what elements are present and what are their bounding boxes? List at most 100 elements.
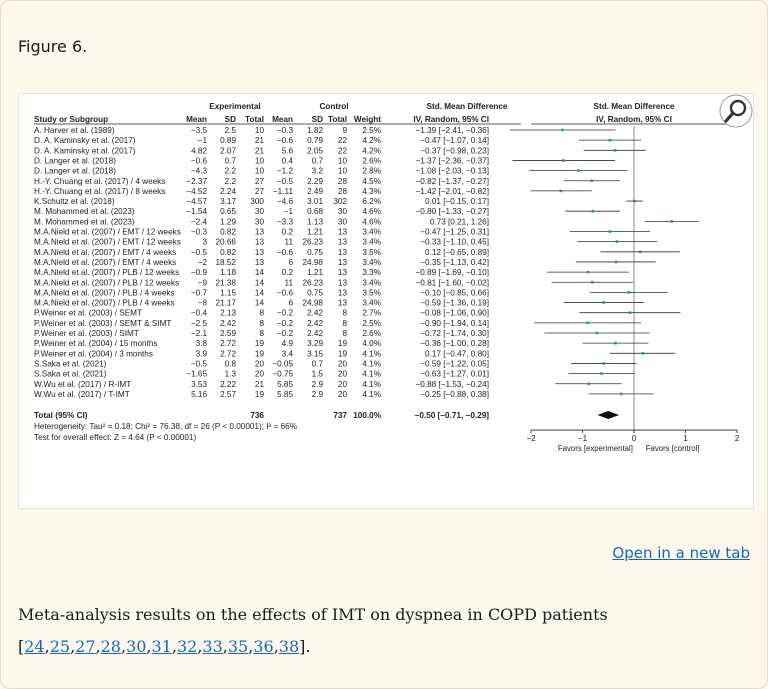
ctl-total: 9 (342, 126, 347, 135)
point-estimate (602, 362, 605, 365)
col-exp-total: Total (245, 115, 264, 124)
exp-total: 19 (255, 339, 265, 348)
exp-mean: −3.5 (191, 126, 208, 135)
point-estimate (577, 169, 580, 172)
point-estimate (641, 352, 645, 355)
ctl-mean: 0.2 (282, 228, 294, 237)
ctl-mean: −0.2 (277, 309, 294, 318)
exp-mean: −1.54 (186, 207, 207, 216)
ci-text: −0.25 [−0.88, 0.38] (420, 390, 489, 399)
ctl-mean: 5.85 (277, 390, 293, 399)
study-label: K.Schultz et al. (2018) (34, 197, 115, 206)
ctl-sd: 26.23 (303, 278, 324, 287)
exp-total: 27 (255, 187, 265, 196)
ctl-total: 30 (338, 207, 348, 216)
exp-sd: 2.5 (225, 126, 237, 135)
open-in-new-tab-link[interactable]: Open in a new tab (612, 544, 750, 562)
ci-text: −0.81 [−1.60, −0.02] (415, 278, 489, 287)
point-estimate (633, 199, 636, 203)
ctl-sd: 1.21 (307, 268, 323, 277)
ctl-sd: 0.79 (307, 136, 323, 145)
reference-link[interactable]: 35 (227, 637, 249, 656)
ctl-sd: 1.82 (307, 126, 323, 135)
weight: 3.4% (362, 299, 381, 308)
weight: 4.1% (362, 390, 381, 399)
point-estimate (587, 382, 590, 386)
total-ctl: 737 (333, 411, 347, 420)
x-tick-label: 1 (683, 434, 688, 443)
ctl-total: 28 (338, 177, 348, 186)
point-estimate (638, 250, 642, 254)
ctl-mean: −0.6 (277, 248, 294, 257)
point-estimate (614, 260, 618, 264)
weight: 4.1% (362, 349, 381, 358)
weight: 2.7% (362, 309, 381, 318)
exp-sd: 2.2 (225, 167, 237, 176)
reference-link[interactable]: 30 (126, 637, 147, 656)
study-label: H.-Y. Chuang et al. (2017) / 4 weeks (34, 177, 165, 186)
study-label: P.Weiner et al. (2003) / SEMT & SIMT (34, 319, 171, 328)
header-control: Control (319, 102, 348, 111)
exp-sd: 0.8 (225, 359, 237, 368)
study-label: S.Saka et al. (2021) (34, 370, 107, 379)
ci-text: −1.08 [−2.03, −0.13] (415, 167, 489, 176)
reference-link[interactable]: 32 (176, 637, 198, 656)
reference-link[interactable]: 36 (253, 637, 274, 656)
ctl-total: 13 (338, 268, 348, 277)
ci-text: 0.73 [0.21, 1.26] (430, 217, 489, 226)
reference-link[interactable]: 33 (202, 637, 223, 656)
exp-mean: −2.1 (191, 329, 208, 338)
point-estimate (608, 138, 612, 142)
exp-total: 21 (255, 136, 265, 145)
ctl-mean: −4.6 (277, 197, 294, 206)
exp-total: 8 (259, 309, 264, 318)
ctl-sd: 3.2 (312, 167, 324, 176)
study-label: P.Weiner et al. (2004) / 3 months (34, 349, 153, 358)
exp-sd: 1.3 (225, 370, 237, 379)
ctl-sd: 2.9 (312, 390, 324, 399)
point-estimate (586, 321, 589, 325)
ctl-mean: −0.5 (277, 177, 294, 186)
reference-link[interactable]: 25 (49, 637, 71, 656)
point-estimate (586, 270, 590, 274)
ctl-sd: 0.75 (307, 288, 323, 297)
exp-mean: −0.5 (191, 248, 208, 257)
reference-link[interactable]: 27 (75, 637, 96, 656)
forest-plot-figure: Experimental Control Std. Mean Difference S… (18, 93, 754, 509)
exp-total: 13 (255, 248, 265, 257)
ctl-total: 13 (338, 278, 348, 287)
exp-sd: 18.52 (216, 258, 237, 267)
weight: 4.2% (362, 146, 381, 155)
exp-mean: 4.82 (191, 146, 207, 155)
favors-left-label: Favors [experimental] (558, 444, 633, 453)
exp-sd: 0.89 (220, 136, 236, 145)
reference-link[interactable]: 31 (151, 637, 172, 656)
ctl-sd: 3.29 (307, 339, 323, 348)
point-estimate (613, 149, 617, 152)
ci-text: −0.88 [−1.53, −0.24] (415, 380, 489, 389)
ci-text: −0.59 [−1.22, 0.05] (420, 359, 489, 368)
study-label: P.Weiner et al. (2003) / SEMT (34, 309, 142, 318)
exp-total: 20 (255, 359, 265, 368)
exp-sd: 2.59 (220, 329, 236, 338)
ctl-sd: 2.9 (312, 380, 324, 389)
point-estimate (600, 372, 603, 375)
ctl-total: 19 (338, 339, 348, 348)
study-label: W.Wu et al. (2017) / R-IMT (34, 380, 131, 389)
exp-sd: 2.22 (220, 380, 236, 389)
ctl-total: 20 (338, 359, 348, 368)
reference-link[interactable]: 38 (278, 637, 300, 656)
point-estimate (619, 392, 623, 396)
ctl-mean: −0.2 (277, 329, 294, 338)
ctl-mean: −3.3 (277, 217, 294, 226)
exp-mean: −4.57 (186, 197, 207, 206)
col-ctl-mean: Mean (272, 115, 293, 124)
total-diamond (597, 411, 620, 420)
ctl-sd: 2.29 (307, 177, 323, 186)
reference-link[interactable]: 24 (24, 637, 45, 656)
point-estimate (614, 341, 617, 345)
ctl-sd: 1.13 (307, 217, 323, 226)
reference-link[interactable]: 28 (100, 637, 121, 656)
weight: 4.2% (362, 136, 381, 145)
zoom-button[interactable] (719, 94, 753, 128)
